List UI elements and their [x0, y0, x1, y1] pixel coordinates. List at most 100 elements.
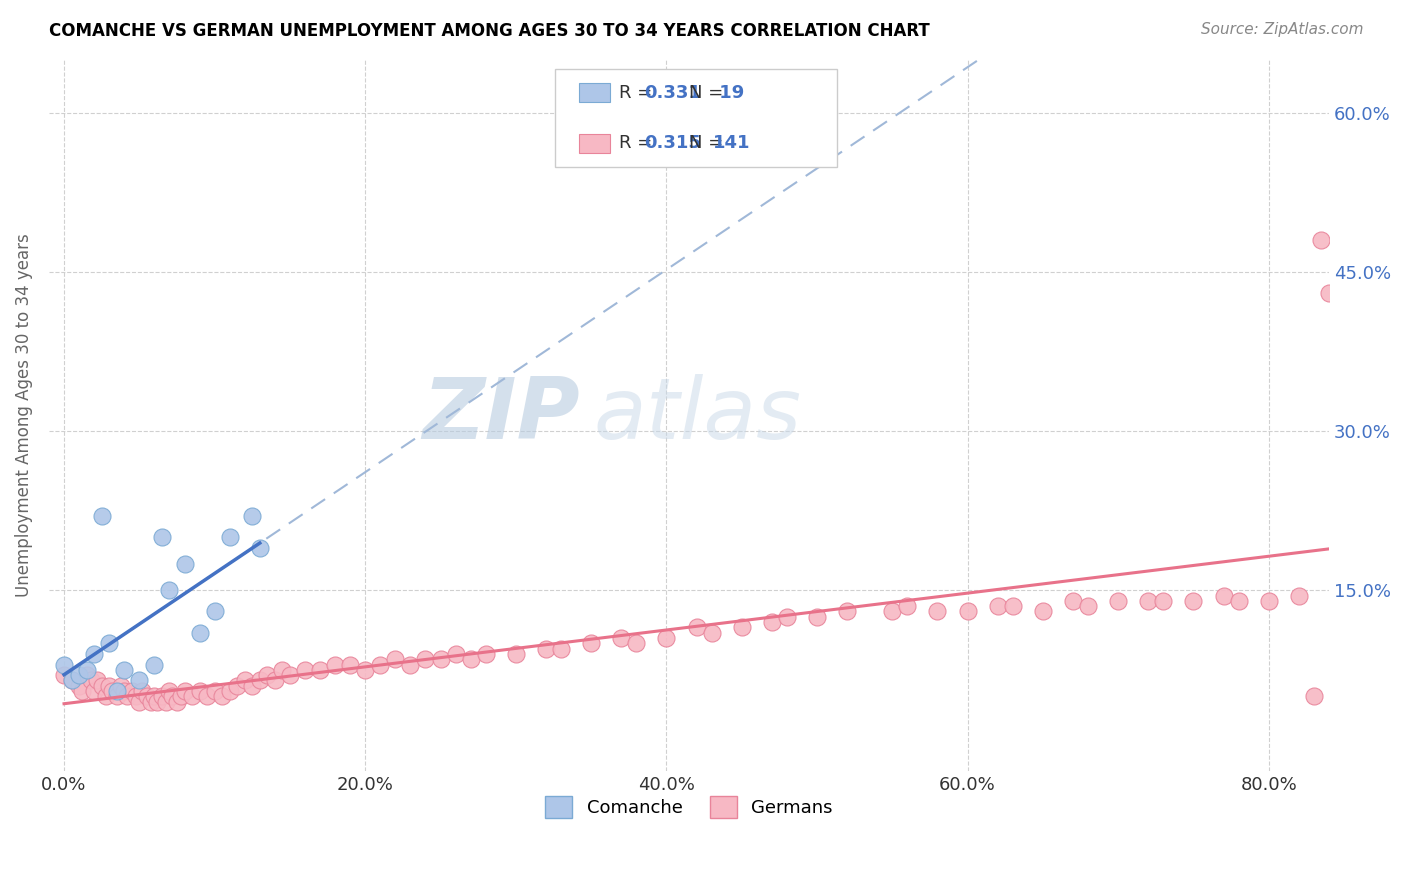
Point: [76, 668, 98, 682]
Point: [135, 690, 157, 704]
Point: [987, 599, 1010, 614]
Point: [155, 695, 177, 709]
Point: [655, 631, 678, 645]
Text: 0.331: 0.331: [644, 84, 700, 102]
Point: [309, 663, 332, 677]
Point: [626, 636, 648, 650]
Point: [150, 530, 173, 544]
Point: [67, 679, 90, 693]
Point: [60, 673, 83, 688]
Point: [249, 541, 271, 555]
Point: [143, 690, 166, 704]
Point: [1288, 589, 1310, 603]
Point: [166, 695, 188, 709]
Point: [1310, 233, 1333, 247]
Point: [1077, 599, 1099, 614]
Y-axis label: Unemployment Among Ages 30 to 34 years: Unemployment Among Ages 30 to 34 years: [15, 234, 32, 597]
Text: N =: N =: [689, 134, 728, 152]
Point: [415, 652, 437, 666]
Point: [956, 605, 979, 619]
Point: [294, 663, 316, 677]
Point: [159, 583, 181, 598]
Point: [263, 673, 285, 688]
Point: [271, 663, 294, 677]
Text: Source: ZipAtlas.com: Source: ZipAtlas.com: [1201, 22, 1364, 37]
Point: [806, 609, 828, 624]
Point: [354, 663, 377, 677]
Point: [1257, 594, 1279, 608]
Point: [218, 684, 240, 698]
Point: [882, 605, 904, 619]
Point: [1062, 594, 1084, 608]
Point: [83, 684, 105, 698]
Text: 0.315: 0.315: [644, 134, 700, 152]
Point: [53, 657, 76, 672]
Point: [368, 657, 391, 672]
Point: [429, 652, 451, 666]
Text: N =: N =: [689, 84, 728, 102]
Point: [1137, 594, 1160, 608]
Point: [83, 647, 105, 661]
Point: [1227, 594, 1250, 608]
Point: [105, 684, 128, 698]
Point: [927, 605, 949, 619]
Point: [204, 684, 226, 698]
Point: [98, 636, 121, 650]
Text: atlas: atlas: [593, 374, 801, 457]
Point: [233, 673, 256, 688]
Point: [226, 679, 249, 693]
Point: [240, 679, 263, 693]
Point: [474, 647, 496, 661]
Point: [67, 668, 90, 682]
Point: [550, 641, 572, 656]
Point: [399, 657, 422, 672]
Point: [700, 625, 723, 640]
Point: [188, 625, 211, 640]
Point: [1317, 286, 1340, 301]
Point: [173, 557, 195, 571]
Point: [128, 673, 150, 688]
Point: [240, 508, 263, 523]
Legend: Comanche, Germans: Comanche, Germans: [538, 789, 839, 826]
Point: [112, 684, 135, 698]
Point: [112, 663, 135, 677]
Point: [339, 657, 361, 672]
Point: [249, 673, 271, 688]
Point: [159, 684, 181, 698]
Point: [761, 615, 783, 629]
Point: [128, 695, 150, 709]
Point: [110, 679, 132, 693]
Point: [101, 684, 124, 698]
Point: [121, 684, 143, 698]
Text: R =: R =: [619, 84, 658, 102]
Point: [384, 652, 406, 666]
Point: [98, 679, 121, 693]
Point: [579, 636, 602, 650]
Point: [534, 641, 557, 656]
Point: [211, 690, 233, 704]
Point: [1182, 594, 1205, 608]
Point: [1107, 594, 1129, 608]
Point: [170, 690, 193, 704]
Point: [776, 609, 799, 624]
Point: [125, 690, 148, 704]
Point: [218, 530, 240, 544]
Point: [323, 657, 346, 672]
Point: [610, 631, 633, 645]
Point: [76, 663, 98, 677]
Point: [86, 673, 108, 688]
Point: [1001, 599, 1024, 614]
Point: [60, 673, 83, 688]
Point: [444, 647, 467, 661]
Point: [105, 690, 128, 704]
Point: [181, 690, 204, 704]
Text: ZIP: ZIP: [423, 374, 581, 457]
Point: [80, 673, 103, 688]
Point: [53, 668, 76, 682]
Point: [96, 690, 118, 704]
Point: [188, 684, 211, 698]
Point: [195, 690, 218, 704]
Point: [90, 679, 112, 693]
Point: [143, 657, 166, 672]
Point: [162, 690, 184, 704]
